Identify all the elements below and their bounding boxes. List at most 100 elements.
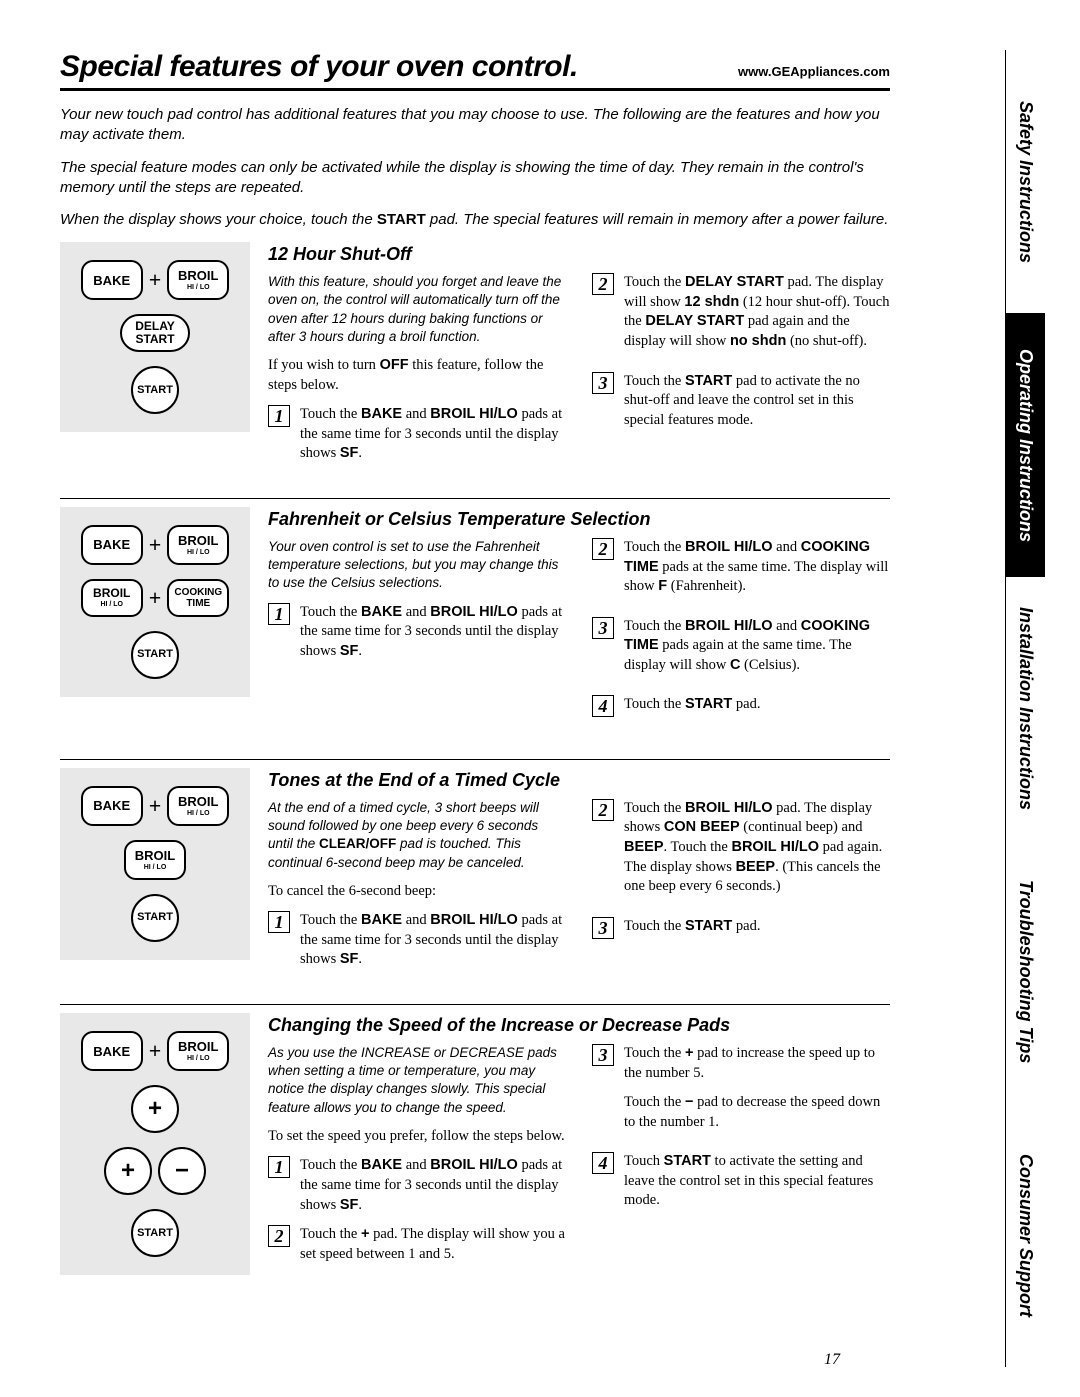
- section-content: Fahrenheit or Celsius Temperature Select…: [268, 507, 890, 735]
- step-text: Touch the BROIL HI/LO and COOKING TIME p…: [624, 538, 890, 607]
- pad-start: START: [131, 366, 179, 414]
- section-title: Fahrenheit or Celsius Temperature Select…: [268, 509, 890, 530]
- step-number: 3: [592, 617, 614, 639]
- plus-icon: +: [149, 267, 162, 293]
- pad-plus: +: [131, 1085, 179, 1133]
- section-title: Changing the Speed of the Increase or De…: [268, 1015, 890, 1036]
- section-intro: If you wish to turn OFF this feature, fo…: [268, 356, 566, 395]
- plus-icon: +: [149, 1038, 162, 1064]
- step: 2 Touch the + pad. The display will show …: [268, 1225, 566, 1264]
- title-row: Special features of your oven control. w…: [60, 50, 890, 91]
- step-number: 2: [592, 799, 614, 821]
- step-text: Touch the + pad to increase the speed up…: [624, 1044, 890, 1142]
- pad-broil: BROILHI / LO: [81, 579, 143, 617]
- section: BAKE+BROILHI / LOBROILHI / LOSTART Tones…: [60, 768, 890, 1005]
- step-text: Touch the BAKE and BROIL HI/LO pads at t…: [300, 405, 566, 464]
- pad-bake: BAKE: [81, 786, 143, 826]
- left-column: As you use the INCREASE or DECREASE pads…: [268, 1044, 566, 1274]
- intro-paragraph: When the display shows your choice, touc…: [60, 210, 890, 230]
- pad-minus: −: [158, 1147, 206, 1195]
- section: BAKE+BROILHI / LO DELAYSTART START 12 Hour…: [60, 242, 890, 499]
- section-title: 12 Hour Shut-Off: [268, 244, 890, 265]
- step: 2 Touch the DELAY START pad. The display …: [592, 273, 890, 361]
- pad-broil: BROILHI / LO: [167, 525, 229, 565]
- pad-start: START: [131, 631, 179, 679]
- step: 2 Touch the BROIL HI/LO and COOKING TIME …: [592, 538, 890, 607]
- step-text: Touch the BROIL HI/LO pad. The display s…: [624, 799, 890, 907]
- pad-broil: BROILHI / LO: [167, 260, 229, 300]
- pad-start: START: [131, 894, 179, 942]
- section-content: Changing the Speed of the Increase or De…: [268, 1013, 890, 1275]
- step-number: 3: [592, 372, 614, 394]
- plus-icon: +: [149, 585, 162, 611]
- intro-paragraph: Your new touch pad control has additiona…: [60, 105, 890, 146]
- diagram: BAKE+BROILHI / LOBROILHI / LOSTART: [60, 768, 250, 960]
- page-number: 17: [824, 1351, 840, 1369]
- plus-icon: +: [149, 793, 162, 819]
- page-title: Special features of your oven control.: [60, 50, 578, 84]
- diagram: BAKE+BROILHI / LO DELAYSTART START: [60, 242, 250, 432]
- step-number: 3: [592, 1044, 614, 1066]
- section-title: Tones at the End of a Timed Cycle: [268, 770, 890, 791]
- step-text: Touch the BAKE and BROIL HI/LO pads at t…: [300, 1156, 566, 1215]
- pad-cooking-time: COOKINGTIME: [167, 579, 229, 617]
- left-column: At the end of a timed cycle, 3 short bee…: [268, 799, 566, 980]
- step-text: Touch the DELAY START pad. The display w…: [624, 273, 890, 361]
- step: 1 Touch the BAKE and BROIL HI/LO pads at …: [268, 603, 566, 662]
- pad-broil: BROILHI / LO: [124, 840, 186, 880]
- step: 3 Touch the + pad to increase the speed u…: [592, 1044, 890, 1142]
- pad-plus: +: [104, 1147, 152, 1195]
- step: 4Touch START to activate the setting and…: [592, 1152, 890, 1221]
- step: 3 Touch the BROIL HI/LO and COOKING TIME …: [592, 617, 890, 686]
- plus-icon: +: [149, 532, 162, 558]
- step-text: Touch the BROIL HI/LO and COOKING TIME p…: [624, 617, 890, 686]
- left-column: With this feature, should you forget and…: [268, 273, 566, 474]
- pad-delay-start: DELAYSTART: [120, 314, 190, 352]
- step-text: Touch the BAKE and BROIL HI/LO pads at t…: [300, 603, 566, 662]
- step-number: 1: [268, 603, 290, 625]
- side-tabs: Safety InstructionsOperating Instruction…: [1005, 50, 1045, 1367]
- right-column: 2 Touch the BROIL HI/LO pad. The display …: [592, 799, 890, 980]
- intro-block: Your new touch pad control has additiona…: [60, 105, 890, 230]
- step: 1 Touch the BAKE and BROIL HI/LO pads at …: [268, 911, 566, 970]
- step: 1 Touch the BAKE and BROIL HI/LO pads at …: [268, 1156, 566, 1215]
- pad-bake: BAKE: [81, 1031, 143, 1071]
- right-column: 2 Touch the BROIL HI/LO and COOKING TIME …: [592, 538, 890, 735]
- step-number: 1: [268, 405, 290, 427]
- section-intro: To cancel the 6-second beep:: [268, 882, 566, 902]
- step-number: 4: [592, 1152, 614, 1174]
- step: 3 Touch the START pad to activate the no …: [592, 372, 890, 441]
- step-number: 1: [268, 1156, 290, 1178]
- section-intro: To set the speed you prefer, follow the …: [268, 1127, 566, 1147]
- step-text: Touch the + pad. The display will show y…: [300, 1225, 566, 1264]
- pad-bake: BAKE: [81, 260, 143, 300]
- step-number: 2: [592, 273, 614, 295]
- section: BAKE+BROILHI / LO BROILHI / LO+COOKINGTIM…: [60, 507, 890, 760]
- side-tab-consumer-support[interactable]: Consumer Support: [1005, 1104, 1045, 1367]
- pad-bake: BAKE: [81, 525, 143, 565]
- section-intro-italic: As you use the INCREASE or DECREASE pads…: [268, 1044, 566, 1117]
- step-number: 1: [268, 911, 290, 933]
- pad-broil: BROILHI / LO: [167, 1031, 229, 1071]
- section-content: 12 Hour Shut-Off With this feature, shou…: [268, 242, 890, 474]
- step-number: 2: [592, 538, 614, 560]
- right-column: 3 Touch the + pad to increase the speed u…: [592, 1044, 890, 1274]
- section-intro-italic: With this feature, should you forget and…: [268, 273, 566, 346]
- step-text: Touch the START pad to activate the no s…: [624, 372, 890, 441]
- step: 3Touch the START pad.: [592, 917, 890, 947]
- pad-start: START: [131, 1209, 179, 1257]
- step-text: Touch the START pad.: [624, 695, 890, 725]
- page-content: Special features of your oven control. w…: [0, 0, 960, 1323]
- side-tab-troubleshooting-tips[interactable]: Troubleshooting Tips: [1005, 840, 1045, 1103]
- step-number: 2: [268, 1225, 290, 1247]
- step-number: 4: [592, 695, 614, 717]
- website-url: www.GEAppliances.com: [738, 64, 890, 79]
- right-column: 2 Touch the DELAY START pad. The display …: [592, 273, 890, 474]
- side-tab-installation-instructions[interactable]: Installation Instructions: [1005, 577, 1045, 840]
- step: 1 Touch the BAKE and BROIL HI/LO pads at …: [268, 405, 566, 464]
- section-content: Tones at the End of a Timed Cycle At the…: [268, 768, 890, 980]
- step-text: Touch the BAKE and BROIL HI/LO pads at t…: [300, 911, 566, 970]
- side-tab-operating-instructions[interactable]: Operating Instructions: [1005, 313, 1045, 576]
- diagram: BAKE+BROILHI / LO+ +−START: [60, 1013, 250, 1275]
- side-tab-safety-instructions[interactable]: Safety Instructions: [1005, 50, 1045, 313]
